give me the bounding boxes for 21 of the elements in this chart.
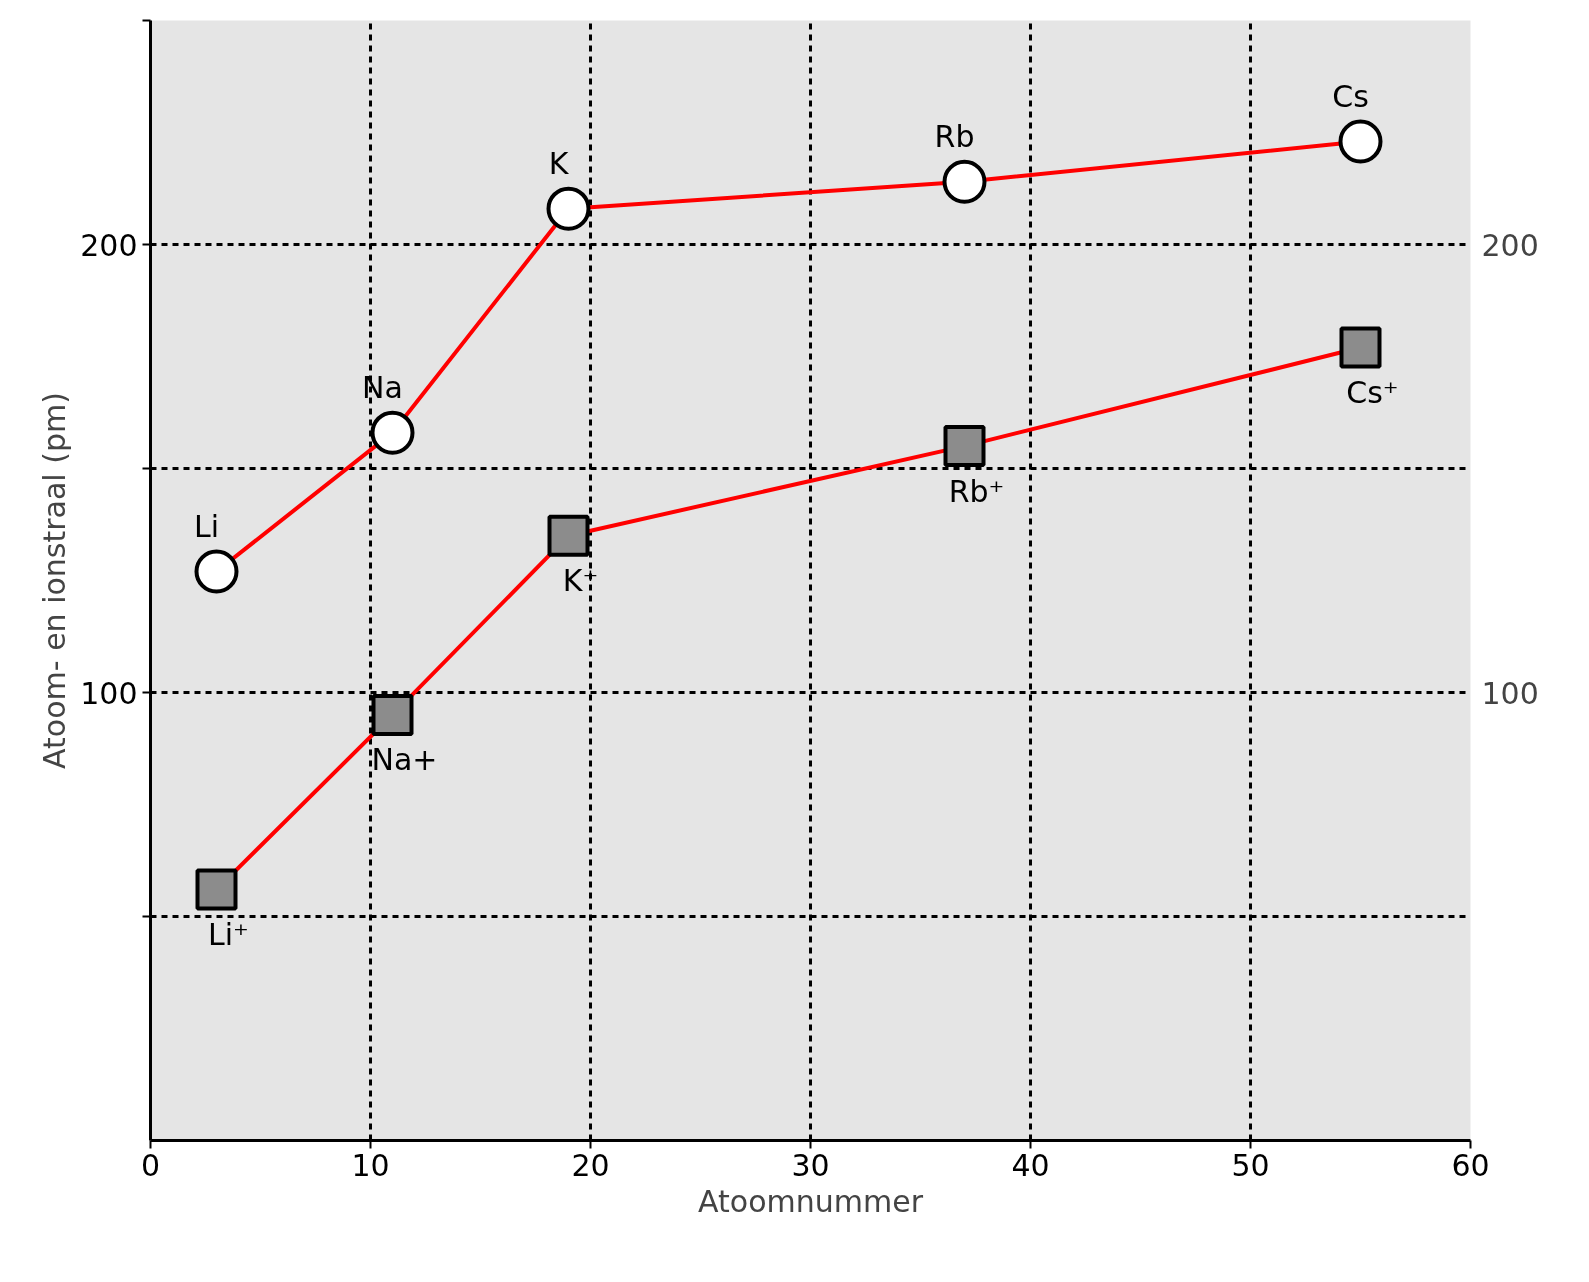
x-axis-title: Atoomnummer (698, 1183, 924, 1219)
x-tick-label: 0 (140, 1147, 161, 1183)
x-tick-label: 30 (791, 1147, 830, 1183)
annotation: Rb⁺ (948, 473, 1005, 509)
annotation: Cs⁺ (1346, 375, 1399, 411)
y-axis-title: Atoom- en ionstraal (pm) (37, 392, 73, 769)
annotation: Li⁺ (208, 917, 249, 953)
y2-tick-label: 200 (1481, 227, 1539, 263)
x-tick-label: 10 (351, 1147, 390, 1183)
annotation: Na+ (371, 742, 438, 778)
y2-tick-label: 100 (1481, 675, 1539, 711)
annotation: Rb (934, 119, 975, 155)
x-tick-label: 40 (1011, 1147, 1050, 1183)
x-tick-label: 60 (1451, 1147, 1490, 1183)
x-tick-label: 50 (1231, 1147, 1270, 1183)
annotation: Na (362, 370, 403, 406)
annotation: Li (193, 509, 220, 545)
x-tick-label: 20 (571, 1147, 610, 1183)
annotation: Cs (1332, 78, 1369, 114)
annotation: K⁺ (562, 563, 599, 599)
annotation: K (548, 146, 570, 182)
